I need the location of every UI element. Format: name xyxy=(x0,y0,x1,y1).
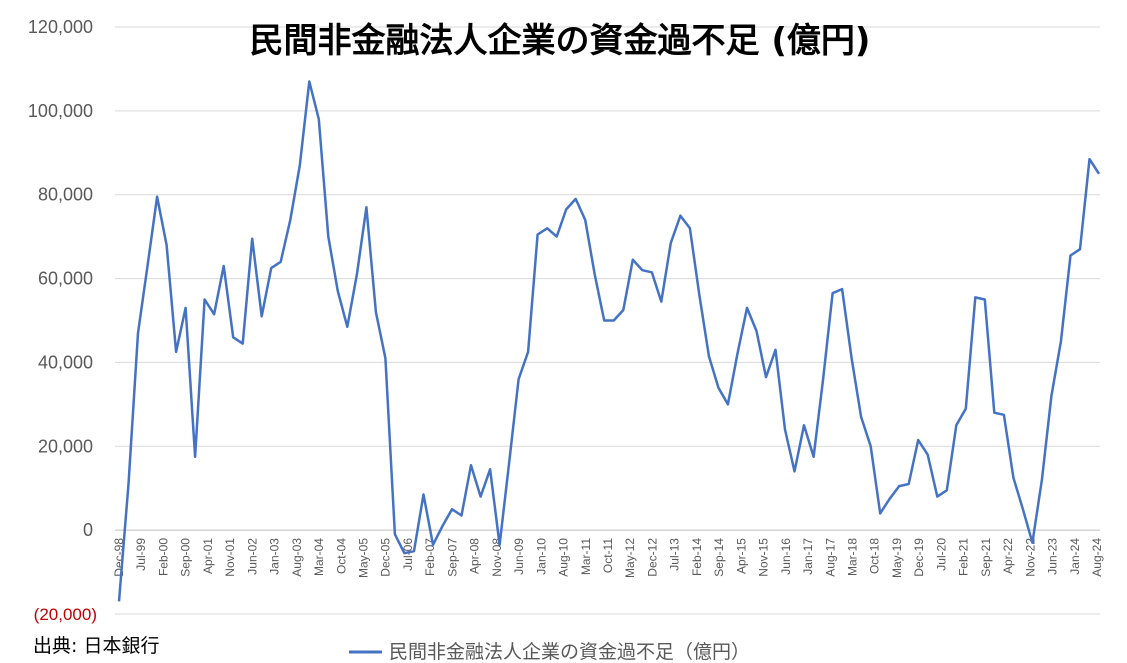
series-line xyxy=(117,80,1101,602)
x-tick-label: May-12 xyxy=(623,538,637,578)
x-tick-label: Nov-01 xyxy=(223,538,237,577)
y-tick-label: (20,000) xyxy=(34,605,97,624)
x-tick-label: May-19 xyxy=(890,538,904,578)
x-tick-label: Sep-14 xyxy=(712,538,726,577)
x-tick-label: Jul-13 xyxy=(668,538,682,571)
x-tick-label: Apr-22 xyxy=(1001,538,1015,574)
x-tick-label: Aug-24 xyxy=(1090,538,1104,577)
x-tick-label: Oct-18 xyxy=(868,538,882,574)
x-tick-label: Oct-04 xyxy=(334,538,348,574)
x-tick-label: Mar-18 xyxy=(846,538,860,576)
y-axis-ticks: 120,000 100,000 80,000 60,000 40,000 20,000 0 (… xyxy=(28,17,97,624)
y-tick-label: 20,000 xyxy=(38,436,93,456)
x-tick-label: Jun-09 xyxy=(512,538,526,575)
x-tick-label: Jun-02 xyxy=(245,538,259,575)
x-tick-label: Jun-23 xyxy=(1046,538,1060,575)
source-label: 出典: 日本銀行 xyxy=(33,635,159,657)
x-tick-label: Sep-21 xyxy=(979,538,993,577)
legend-label: 民間非金融法人企業の資金過不足（億円） xyxy=(389,641,750,663)
x-tick-label: Sep-07 xyxy=(445,538,459,577)
x-tick-label: Aug-03 xyxy=(290,538,304,577)
x-tick-label: Jul-20 xyxy=(934,538,948,571)
x-tick-label: Apr-15 xyxy=(734,538,748,574)
y-tick-label: 60,000 xyxy=(38,269,93,289)
chart-title: 民間非金融法人企業の資金過不足 (億円) xyxy=(250,21,871,61)
x-tick-label: Jan-03 xyxy=(268,538,282,575)
x-tick-label: Nov-15 xyxy=(757,538,771,577)
y-tick-label: 40,000 xyxy=(38,352,93,372)
y-tick-label: 80,000 xyxy=(38,185,93,205)
x-tick-label: Apr-01 xyxy=(201,538,215,574)
y-tick-label: 0 xyxy=(83,520,93,540)
x-tick-label: Nov-22 xyxy=(1023,538,1037,577)
x-tick-label: Feb-07 xyxy=(423,538,437,576)
x-tick-label: Nov-08 xyxy=(490,538,504,577)
x-tick-label: Jan-24 xyxy=(1068,538,1082,575)
x-tick-label: Aug-17 xyxy=(823,538,837,577)
y-tick-label: 120,000 xyxy=(28,17,93,37)
x-tick-label: Apr-08 xyxy=(468,538,482,574)
y-tick-label: 100,000 xyxy=(28,101,93,121)
x-tick-label: Dec-05 xyxy=(379,538,393,577)
x-tick-label: Mar-04 xyxy=(312,538,326,576)
x-tick-label: Oct-11 xyxy=(601,538,615,573)
x-tick-label: May-05 xyxy=(357,538,371,578)
x-tick-label: Mar-11 xyxy=(579,538,593,575)
x-tick-label: Feb-14 xyxy=(690,538,704,576)
x-tick-label: Jul-06 xyxy=(401,538,415,571)
series-layer xyxy=(117,80,1101,602)
x-tick-label: Jan-10 xyxy=(534,538,548,575)
gridlines xyxy=(115,26,1100,615)
x-tick-label: Dec-19 xyxy=(912,538,926,577)
x-tick-label: Feb-00 xyxy=(156,538,170,576)
x-tick-label: Feb-21 xyxy=(957,538,971,576)
x-axis-ticks: Dec-98 Jul-99 Feb-00 Sep-00 Apr-01 Nov-01 Jun-… xyxy=(112,538,1104,578)
x-tick-label: Jan-17 xyxy=(801,538,815,575)
x-tick-label: Jun-16 xyxy=(779,538,793,575)
x-tick-label: Jul-99 xyxy=(134,538,148,571)
x-tick-label: Dec-12 xyxy=(645,538,659,577)
legend: 民間非金融法人企業の資金過不足（億円） xyxy=(349,641,750,663)
x-tick-label: Aug-10 xyxy=(557,538,571,577)
x-tick-label: Sep-00 xyxy=(179,538,193,577)
